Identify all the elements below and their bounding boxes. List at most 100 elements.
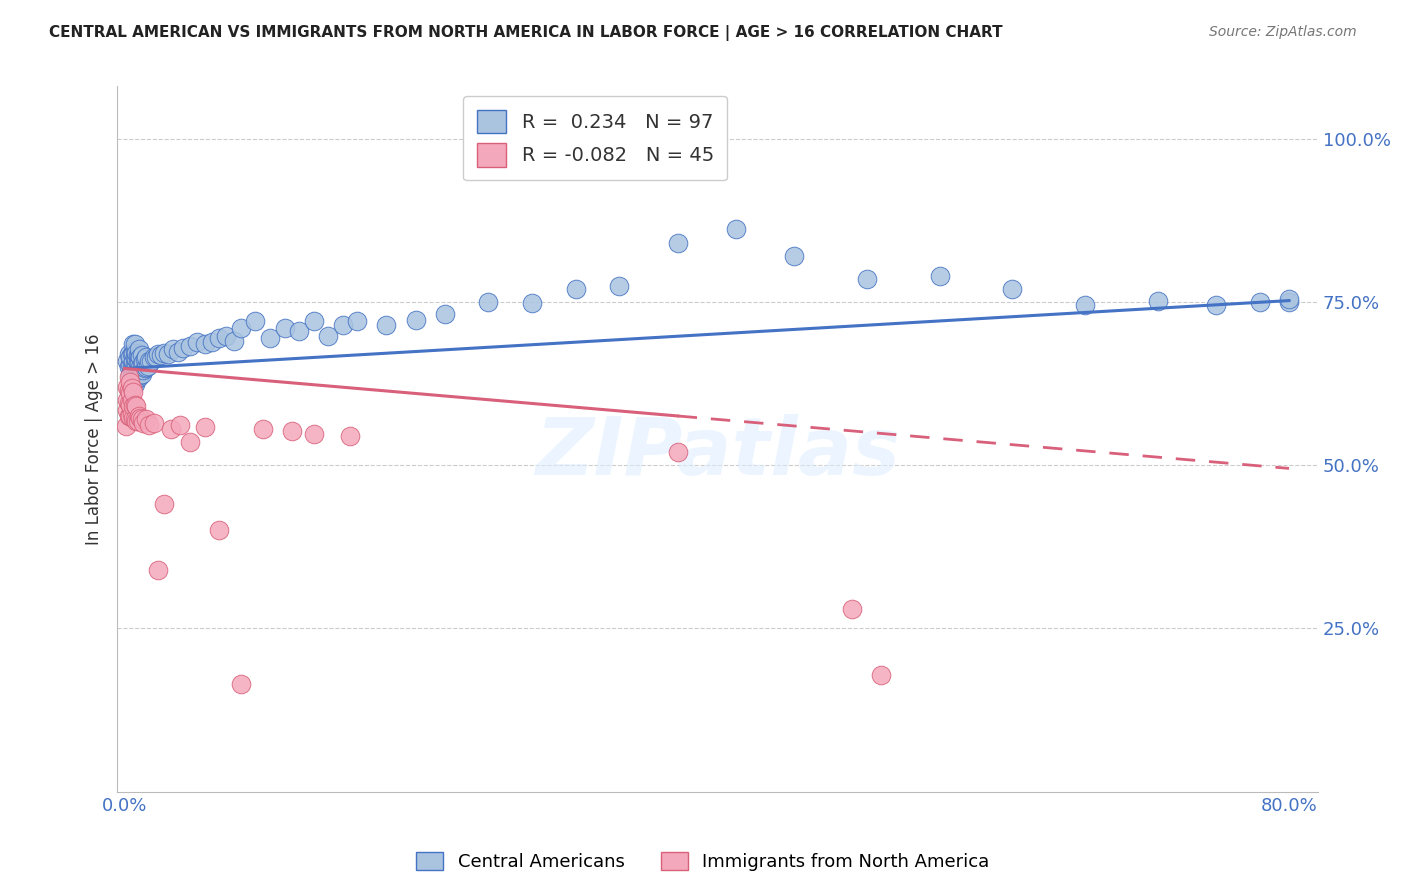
Point: [129, 368, 152, 382]
Point: [281, 424, 304, 438]
Point: [128, 363, 150, 377]
Point: [125, 373, 148, 387]
Point: [259, 331, 281, 345]
Point: [117, 392, 139, 407]
Point: [117, 402, 139, 417]
Point: [193, 420, 215, 434]
Point: [1001, 282, 1024, 296]
Point: [135, 360, 157, 375]
Point: [125, 400, 148, 414]
Point: [870, 668, 893, 682]
Point: [122, 360, 145, 375]
Point: [117, 353, 139, 368]
Point: [125, 414, 148, 428]
Point: [1249, 294, 1271, 309]
Point: [120, 367, 142, 381]
Point: [609, 278, 631, 293]
Point: [128, 357, 150, 371]
Point: [118, 383, 141, 397]
Point: [302, 314, 325, 328]
Point: [124, 376, 146, 391]
Point: [118, 396, 141, 410]
Legend: Central Americans, Immigrants from North America: Central Americans, Immigrants from North…: [409, 845, 997, 879]
Point: [1278, 292, 1301, 306]
Point: [121, 380, 143, 394]
Point: [332, 318, 354, 333]
Text: CENTRAL AMERICAN VS IMMIGRANTS FROM NORTH AMERICA IN LABOR FORCE | AGE > 16 CORR: CENTRAL AMERICAN VS IMMIGRANTS FROM NORT…: [49, 25, 1002, 41]
Point: [127, 355, 149, 369]
Point: [128, 409, 150, 424]
Point: [120, 398, 142, 412]
Point: [127, 370, 149, 384]
Point: [121, 381, 143, 395]
Point: [122, 384, 145, 399]
Point: [564, 282, 586, 296]
Point: [132, 355, 155, 369]
Point: [138, 353, 160, 368]
Point: [856, 272, 879, 286]
Point: [783, 249, 806, 263]
Point: [117, 380, 139, 394]
Point: [193, 336, 215, 351]
Point: [160, 422, 183, 436]
Legend: R =  0.234   N = 97, R = -0.082   N = 45: R = 0.234 N = 97, R = -0.082 N = 45: [463, 96, 727, 180]
Point: [122, 373, 145, 387]
Point: [122, 337, 145, 351]
Point: [252, 422, 274, 436]
Point: [124, 357, 146, 371]
Point: [132, 416, 155, 430]
Point: [124, 398, 146, 412]
Point: [138, 417, 160, 432]
Point: [125, 366, 148, 380]
Point: [120, 375, 142, 389]
Point: [222, 334, 245, 348]
Point: [131, 348, 153, 362]
Point: [132, 363, 155, 377]
Point: [121, 370, 143, 384]
Point: [129, 360, 152, 375]
Point: [131, 367, 153, 381]
Point: [928, 268, 950, 283]
Point: [145, 351, 167, 365]
Point: [179, 435, 201, 450]
Point: [127, 414, 149, 428]
Point: [135, 351, 157, 365]
Point: [118, 360, 141, 375]
Point: [172, 341, 194, 355]
Point: [120, 386, 142, 401]
Point: [139, 353, 162, 368]
Point: [127, 348, 149, 362]
Point: [666, 236, 689, 251]
Point: [152, 497, 174, 511]
Point: [118, 370, 141, 384]
Point: [316, 329, 339, 343]
Point: [169, 417, 191, 432]
Point: [339, 429, 361, 443]
Point: [152, 346, 174, 360]
Point: [115, 419, 138, 434]
Point: [118, 409, 141, 424]
Text: Source: ZipAtlas.com: Source: ZipAtlas.com: [1209, 25, 1357, 39]
Point: [136, 359, 159, 373]
Point: [375, 318, 398, 332]
Point: [122, 346, 145, 360]
Point: [208, 524, 231, 538]
Point: [433, 307, 456, 321]
Point: [120, 409, 142, 424]
Point: [1147, 293, 1170, 308]
Point: [121, 392, 143, 407]
Point: [124, 370, 146, 384]
Point: [122, 400, 145, 414]
Point: [120, 351, 142, 365]
Point: [124, 351, 146, 365]
Point: [288, 324, 311, 338]
Point: [135, 412, 157, 426]
Point: [273, 321, 295, 335]
Point: [124, 363, 146, 377]
Point: [142, 416, 165, 430]
Point: [201, 335, 224, 350]
Point: [229, 321, 252, 335]
Point: [477, 294, 499, 309]
Point: [134, 352, 156, 367]
Point: [127, 363, 149, 377]
